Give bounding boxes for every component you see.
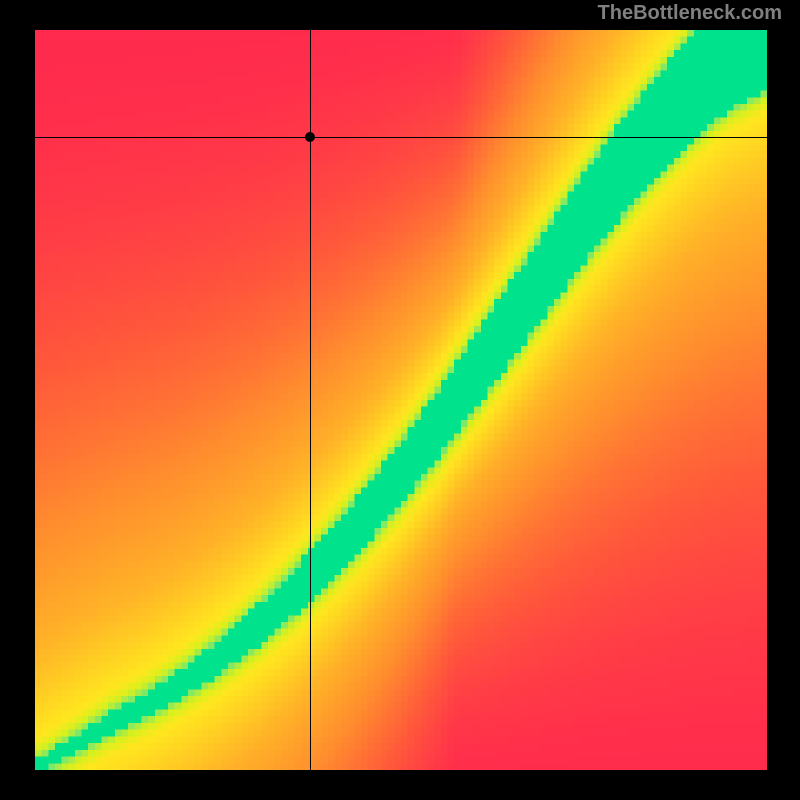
watermark-text: TheBottleneck.com — [598, 2, 782, 25]
crosshair-marker — [305, 132, 315, 142]
bottleneck-heatmap — [35, 30, 767, 770]
chart-container: TheBottleneck.com — [0, 0, 800, 800]
crosshair-horizontal — [35, 137, 767, 138]
